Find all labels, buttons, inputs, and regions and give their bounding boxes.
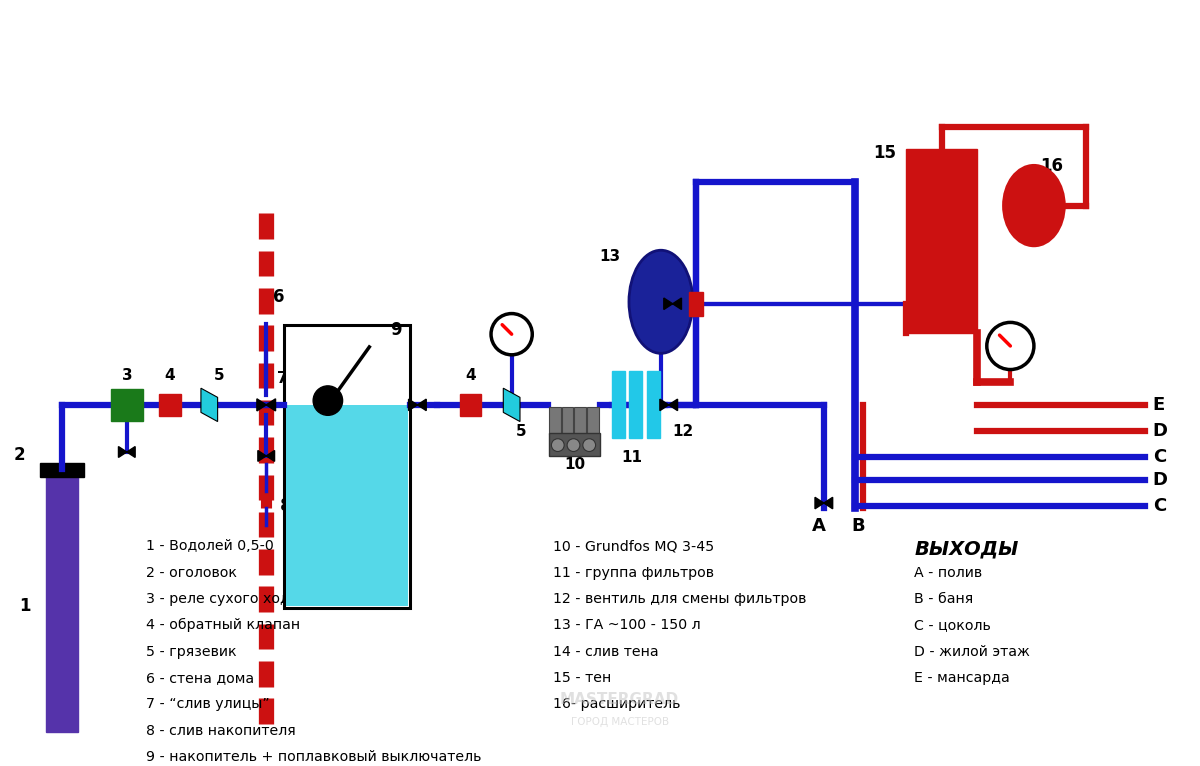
Polygon shape — [408, 399, 426, 411]
Bar — [41, 463, 84, 476]
Text: 11 - группа фильтров: 11 - группа фильтров — [553, 565, 714, 580]
Polygon shape — [503, 388, 520, 421]
Polygon shape — [257, 399, 276, 411]
Text: 3: 3 — [121, 368, 132, 383]
Text: 5 - грязевик: 5 - грязевик — [146, 645, 238, 659]
Circle shape — [552, 439, 564, 451]
Text: 14: 14 — [636, 284, 658, 299]
Polygon shape — [660, 399, 678, 411]
Text: E - мансарда: E - мансарда — [914, 671, 1010, 685]
Polygon shape — [664, 298, 682, 309]
Bar — [286, 404, 408, 606]
Text: 9 - накопитель + поплавковый выключатель: 9 - накопитель + поплавковый выключатель — [146, 750, 482, 764]
Text: 14 - слив тена: 14 - слив тена — [553, 645, 659, 659]
Bar — [612, 372, 624, 438]
Circle shape — [568, 439, 580, 451]
Text: 11: 11 — [622, 450, 642, 465]
Text: ГОРОД МАСТЕРОВ: ГОРОД МАСТЕРОВ — [570, 717, 668, 727]
Text: B: B — [851, 516, 865, 535]
Text: В - баня: В - баня — [914, 592, 973, 606]
Text: C: C — [1153, 497, 1166, 515]
Circle shape — [986, 322, 1034, 369]
Text: 10: 10 — [564, 457, 586, 472]
Text: 2 - оголовок: 2 - оголовок — [146, 565, 238, 580]
Text: 16: 16 — [1040, 157, 1063, 175]
Text: 4 - обратный клапан: 4 - обратный клапан — [146, 618, 300, 633]
Bar — [460, 394, 481, 416]
Text: 12: 12 — [673, 424, 694, 439]
Text: 12 - вентиль для смены фильтров: 12 - вентиль для смены фильтров — [553, 592, 806, 606]
Text: 5: 5 — [214, 368, 224, 383]
Text: C: C — [1153, 448, 1166, 466]
Text: 1: 1 — [19, 597, 30, 615]
Text: D: D — [1153, 422, 1168, 440]
Polygon shape — [258, 450, 275, 461]
Bar — [548, 407, 560, 434]
Text: MASTERGRAD: MASTERGRAD — [560, 692, 679, 707]
Bar — [160, 394, 181, 416]
Ellipse shape — [629, 250, 692, 353]
Bar — [112, 389, 143, 421]
Bar — [284, 326, 409, 608]
Bar — [47, 469, 78, 732]
Bar — [587, 407, 599, 434]
Bar — [689, 292, 703, 316]
Bar — [647, 372, 660, 438]
Text: 4: 4 — [466, 368, 475, 383]
Text: A: A — [812, 516, 826, 535]
Text: 8: 8 — [280, 497, 293, 515]
Text: С - цоколь: С - цоколь — [914, 618, 991, 632]
Text: А - полив: А - полив — [914, 565, 983, 580]
Text: 6: 6 — [274, 288, 284, 306]
Text: 4: 4 — [164, 368, 175, 383]
Bar — [906, 149, 977, 333]
Text: 6 - стена дома: 6 - стена дома — [146, 671, 254, 685]
Polygon shape — [200, 388, 217, 421]
Bar — [548, 434, 600, 456]
Text: 13 - ГА ~100 - 150 л: 13 - ГА ~100 - 150 л — [553, 618, 701, 632]
Text: 1 - Водолей 0,5-0: 1 - Водолей 0,5-0 — [146, 539, 274, 553]
Polygon shape — [119, 447, 136, 457]
Text: D: D — [1153, 471, 1168, 489]
Text: 7: 7 — [277, 372, 287, 386]
Text: 7 - “слив улицы”: 7 - “слив улицы” — [146, 697, 270, 711]
Circle shape — [491, 313, 533, 355]
Text: 13: 13 — [599, 248, 620, 264]
Text: 16- расширитель: 16- расширитель — [553, 697, 680, 711]
Bar — [630, 372, 642, 438]
Circle shape — [583, 439, 595, 451]
Text: 5: 5 — [516, 424, 527, 439]
Text: 8 - слив накопителя: 8 - слив накопителя — [146, 724, 296, 738]
Text: 10 - Grundfos MQ 3-45: 10 - Grundfos MQ 3-45 — [553, 539, 714, 553]
Text: 9: 9 — [390, 321, 402, 339]
Bar — [575, 407, 587, 434]
Text: 15 - тен: 15 - тен — [553, 671, 611, 685]
Text: ВЫХОДЫ: ВЫХОДЫ — [914, 539, 1019, 558]
Polygon shape — [815, 497, 833, 509]
Text: 2: 2 — [14, 446, 25, 464]
Text: E: E — [1153, 396, 1165, 414]
Bar — [562, 407, 574, 434]
Circle shape — [313, 386, 342, 415]
Text: D - жилой этаж: D - жилой этаж — [914, 645, 1030, 659]
Text: 3 - реле сухого хода: 3 - реле сухого хода — [146, 592, 299, 606]
Text: 15: 15 — [874, 145, 896, 162]
Ellipse shape — [1003, 165, 1064, 246]
